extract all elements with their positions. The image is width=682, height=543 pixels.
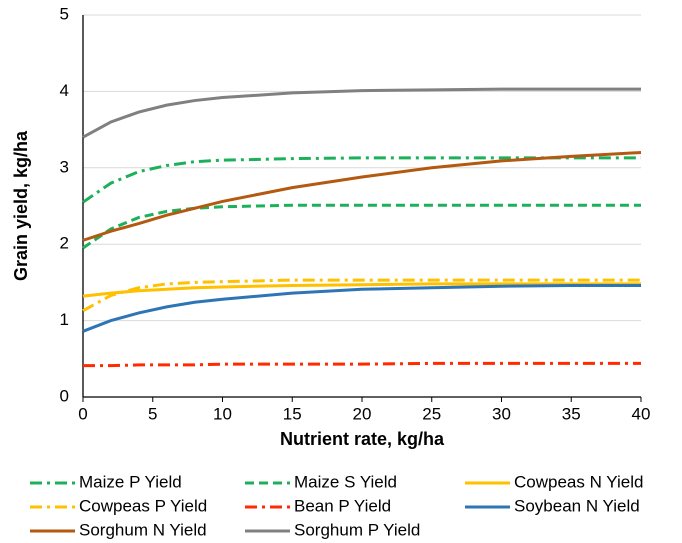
y-tick-label: 2 [60,234,69,253]
x-tick-label: 40 [632,404,651,423]
legend-label: Cowpeas N Yield [514,472,643,491]
series-line [82,282,641,298]
series-line [82,87,641,139]
x-tick-label: 25 [422,404,441,423]
series-line [82,156,641,204]
x-tick-label: 30 [492,404,511,423]
x-tick-label: 35 [562,404,581,423]
y-tick-label: 5 [60,4,69,23]
legend-label: Maize S Yield [294,472,397,491]
series-line [82,151,642,242]
legend-label: Bean P Yield [294,496,391,515]
x-tick-label: 0 [78,404,87,423]
x-tick-label: 10 [213,404,232,423]
y-axis-title: Grain yield, kg/ha [11,130,31,281]
y-tick-label: 3 [60,157,69,176]
legend-label: Cowpeas P Yield [79,496,207,515]
x-tick-label: 15 [283,404,302,423]
y-tick-label: 1 [60,310,69,329]
series-line [83,361,641,368]
x-tick-label: 20 [353,404,372,423]
x-axis-title: Nutrient rate, kg/ha [280,429,445,449]
x-tick-label: 5 [148,404,157,423]
series-line [82,283,641,333]
series-line [82,203,641,250]
legend-label: Sorghum P Yield [294,520,420,539]
legend-label: Maize P Yield [79,472,182,491]
y-tick-label: 0 [60,386,69,405]
series-line [82,278,641,312]
legend-label: Soybean N Yield [514,496,640,515]
legend-label: Sorghum N Yield [79,520,207,539]
y-tick-label: 4 [60,81,69,100]
